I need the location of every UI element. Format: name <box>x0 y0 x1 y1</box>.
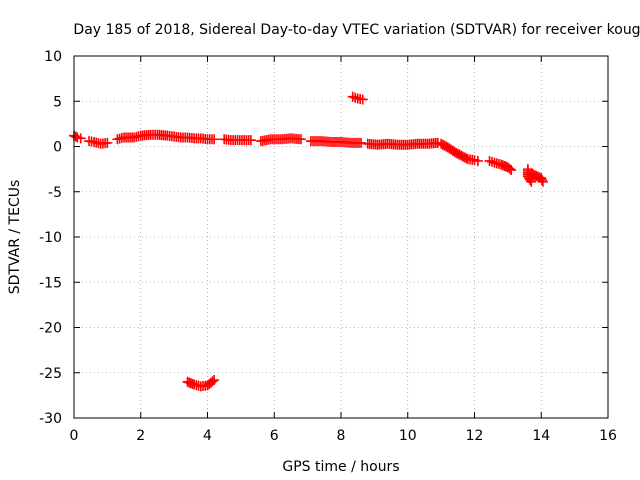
x-tick-label: 12 <box>466 428 484 444</box>
data-point <box>75 133 86 144</box>
y-tick-label: -5 <box>48 185 62 201</box>
grid <box>74 56 608 418</box>
data-point <box>347 91 358 102</box>
y-tick-label: 10 <box>44 49 62 65</box>
data-point <box>245 135 256 146</box>
x-tick-label: 10 <box>399 428 417 444</box>
data-point-fill <box>504 163 515 174</box>
y-tick-label: -25 <box>39 366 62 382</box>
y-tick-label: -30 <box>39 411 62 427</box>
data-points <box>69 91 548 392</box>
x-tick-label: 4 <box>203 428 212 444</box>
x-tick-label: 14 <box>532 428 550 444</box>
data-point <box>357 94 368 105</box>
data-point-fill <box>487 156 498 167</box>
data-point <box>472 155 483 166</box>
data-point <box>102 137 113 148</box>
data-point <box>209 134 220 145</box>
data-point <box>537 176 548 187</box>
y-tick-label: -20 <box>39 321 62 337</box>
x-tick-label: 2 <box>136 428 145 444</box>
data-point <box>484 155 495 166</box>
x-axis-label: GPS time / hours <box>282 459 399 475</box>
y-tick-label: 0 <box>53 140 62 156</box>
x-tick-label: 8 <box>337 428 346 444</box>
y-tick-label: 5 <box>53 94 62 110</box>
data-point-fill <box>537 174 548 185</box>
data-point <box>356 137 367 148</box>
data-point <box>506 165 517 176</box>
y-tick-label: -10 <box>39 230 62 246</box>
data-point <box>295 134 306 145</box>
data-point-fill <box>350 92 361 103</box>
x-tick-label: 16 <box>599 428 617 444</box>
y-axis-label: SDTVAR / TECUs <box>7 180 23 295</box>
x-tick-label: 0 <box>70 428 79 444</box>
y-tick-label: -15 <box>39 275 62 291</box>
data-point-fill <box>70 131 81 142</box>
data-point-fill <box>207 376 218 387</box>
ticks: 0 2 4 6 8 10 12 14 16 10 5 0 -5 -10 -15 -20 -25 -30 <box>39 49 617 444</box>
data-point <box>209 374 220 385</box>
chart-title: Day 185 of 2018, Sidereal Day-to-day VTE… <box>73 22 640 38</box>
x-tick-label: 6 <box>270 428 279 444</box>
